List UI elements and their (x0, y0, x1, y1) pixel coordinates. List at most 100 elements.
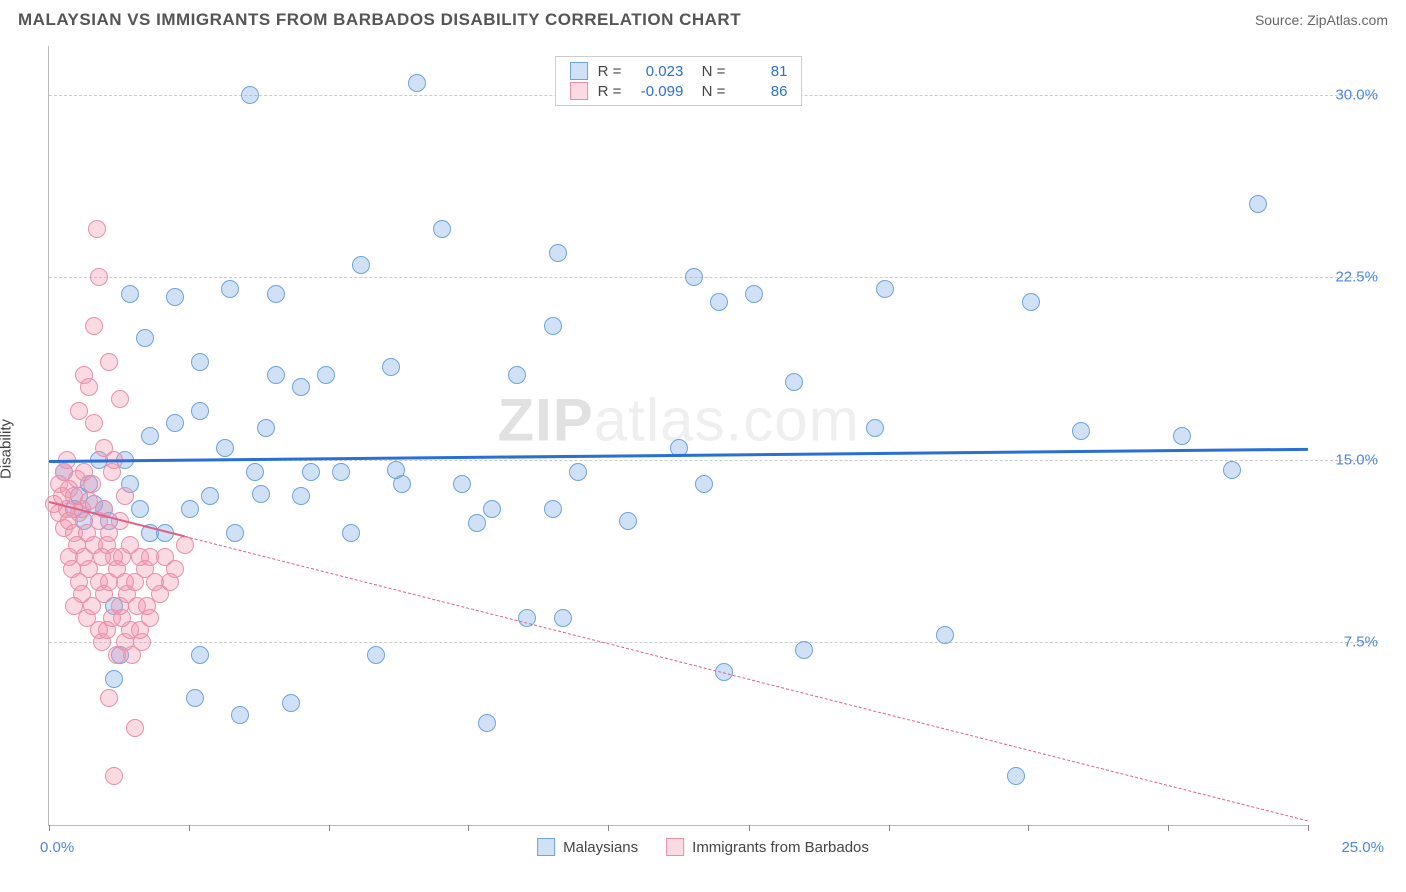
scatter-point (121, 285, 139, 303)
scatter-point (191, 353, 209, 371)
x-axis-min-label: 0.0% (40, 839, 74, 856)
scatter-point (166, 288, 184, 306)
y-tick-label: 22.5% (1318, 269, 1378, 286)
scatter-point (544, 500, 562, 518)
scatter-point (257, 419, 275, 437)
series-legend-label: Immigrants from Barbados (692, 839, 869, 856)
x-tick (468, 825, 469, 831)
scatter-point (70, 402, 88, 420)
scatter-point (619, 512, 637, 530)
legend-row: R =-0.099 N =86 (570, 81, 788, 101)
scatter-point (126, 719, 144, 737)
scatter-point (876, 280, 894, 298)
correlation-legend: R =0.023 N =81R =-0.099 N =86 (555, 56, 803, 106)
scatter-point (221, 280, 239, 298)
x-tick (329, 825, 330, 831)
legend-n-value: 81 (735, 63, 787, 80)
scatter-point (83, 475, 101, 493)
scatter-point (508, 366, 526, 384)
watermark-zip: ZIP (497, 386, 593, 453)
scatter-point (292, 378, 310, 396)
scatter-point (85, 317, 103, 335)
scatter-point (695, 475, 713, 493)
scatter-point (116, 487, 134, 505)
scatter-point (282, 694, 300, 712)
scatter-point (433, 220, 451, 238)
scatter-point (85, 414, 103, 432)
scatter-point (317, 366, 335, 384)
scatter-point (468, 514, 486, 532)
scatter-point (795, 641, 813, 659)
series-legend-item: Malaysians (537, 838, 638, 856)
source-prefix: Source: (1255, 12, 1307, 28)
source-link[interactable]: ZipAtlas.com (1307, 12, 1388, 28)
scatter-point (342, 524, 360, 542)
x-tick (1308, 825, 1309, 831)
scatter-point (246, 463, 264, 481)
scatter-point (131, 500, 149, 518)
scatter-point (267, 366, 285, 384)
x-axis-max-label: 25.0% (1341, 839, 1384, 856)
scatter-point (88, 220, 106, 238)
y-tick-label: 15.0% (1318, 451, 1378, 468)
scatter-point (166, 414, 184, 432)
scatter-point (267, 285, 285, 303)
gridline (49, 642, 1378, 643)
scatter-point (352, 256, 370, 274)
chart-title: MALAYSIAN VS IMMIGRANTS FROM BARBADOS DI… (18, 10, 741, 30)
scatter-point (478, 714, 496, 732)
scatter-point (191, 402, 209, 420)
scatter-point (483, 500, 501, 518)
legend-n-label: N = (693, 83, 725, 100)
source-attribution: Source: ZipAtlas.com (1255, 12, 1388, 28)
y-tick-label: 30.0% (1318, 86, 1378, 103)
scatter-point (105, 670, 123, 688)
scatter-point (226, 524, 244, 542)
scatter-point (105, 767, 123, 785)
x-tick (608, 825, 609, 831)
scatter-point (191, 646, 209, 664)
scatter-point (866, 419, 884, 437)
scatter-point (136, 329, 154, 347)
x-tick (1028, 825, 1029, 831)
scatter-point (332, 463, 350, 481)
x-tick (889, 825, 890, 831)
scatter-point (241, 86, 259, 104)
x-tick (189, 825, 190, 831)
plot-area: ZIPatlas.com R =0.023 N =81R =-0.099 N =… (48, 46, 1308, 826)
legend-swatch (570, 82, 588, 100)
gridline (49, 277, 1378, 278)
scatter-point (166, 560, 184, 578)
scatter-point (408, 74, 426, 92)
scatter-point (141, 609, 159, 627)
scatter-point (554, 609, 572, 627)
x-tick (749, 825, 750, 831)
scatter-point (292, 487, 310, 505)
scatter-point (201, 487, 219, 505)
legend-swatch (537, 838, 555, 856)
header: MALAYSIAN VS IMMIGRANTS FROM BARBADOS DI… (0, 0, 1406, 36)
x-tick (1168, 825, 1169, 831)
scatter-point (186, 689, 204, 707)
scatter-point (710, 293, 728, 311)
y-axis-title: Disability (0, 419, 15, 479)
scatter-point (231, 706, 249, 724)
scatter-point (453, 475, 471, 493)
scatter-point (393, 475, 411, 493)
trend-line (185, 536, 1308, 821)
legend-n-label: N = (693, 63, 725, 80)
scatter-point (302, 463, 320, 481)
scatter-point (133, 633, 151, 651)
legend-swatch (570, 62, 588, 80)
scatter-point (785, 373, 803, 391)
legend-r-value: -0.099 (631, 83, 683, 100)
scatter-point (1072, 422, 1090, 440)
scatter-point (1223, 461, 1241, 479)
watermark-dotcom: .com (726, 386, 860, 453)
scatter-point (1007, 767, 1025, 785)
scatter-point (685, 268, 703, 286)
scatter-point (1022, 293, 1040, 311)
scatter-point (1249, 195, 1267, 213)
scatter-point (382, 358, 400, 376)
scatter-point (100, 689, 118, 707)
